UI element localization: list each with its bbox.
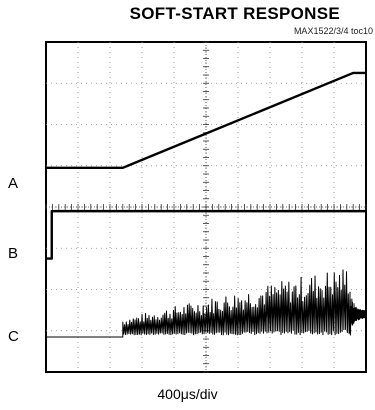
- trace-b: [46, 209, 366, 260]
- trace-a: [46, 71, 366, 170]
- trace-c: [46, 269, 367, 338]
- trace-label-a: A: [8, 175, 19, 192]
- chart-title: SOFT-START RESPONSE: [129, 4, 340, 23]
- trace-label-c: C: [8, 328, 19, 345]
- traces: [46, 71, 367, 338]
- x-axis-label: 400μs/div: [157, 386, 218, 402]
- trace-label-b: B: [8, 245, 19, 262]
- figure-id: MAX1522/3/4 toc10: [293, 26, 373, 36]
